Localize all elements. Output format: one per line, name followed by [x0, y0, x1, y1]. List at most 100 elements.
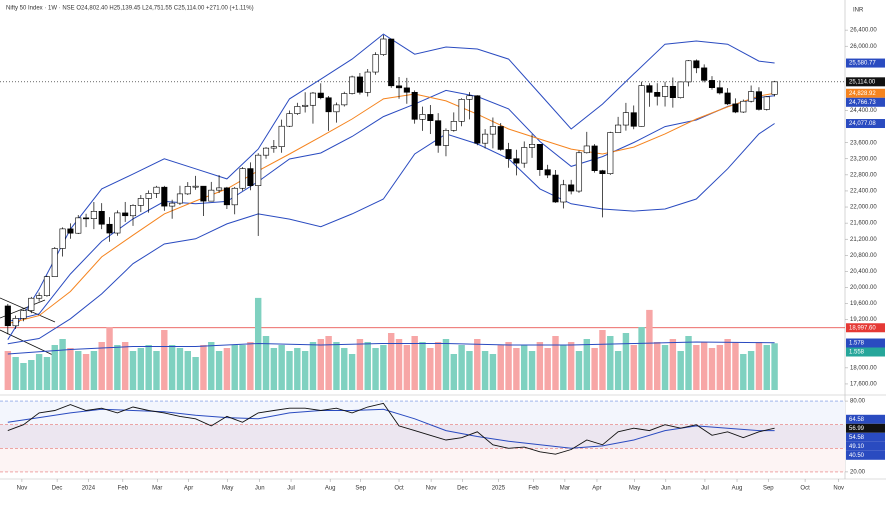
candle-body: [450, 121, 457, 131]
x-tick-label: Nov: [17, 486, 28, 492]
volume-bar: [434, 342, 442, 390]
candle-body: [239, 168, 246, 189]
value-box: 40.50: [846, 450, 885, 460]
currency: INR: [853, 8, 864, 14]
volume-bar: [341, 348, 348, 390]
volume-bar: [700, 342, 708, 390]
candle-body: [489, 126, 496, 135]
candle-body: [333, 104, 340, 113]
volume-bar: [442, 339, 450, 390]
candle-body: [83, 217, 90, 220]
candle-body: [106, 223, 113, 234]
candle-body: [36, 295, 43, 299]
y-tick-label: 20,000.00: [850, 285, 877, 291]
candle-body: [755, 91, 762, 110]
rsi-tick-label: 80.00: [850, 399, 866, 405]
candle-body: [286, 113, 293, 127]
volume-bar: [223, 348, 231, 390]
volume-bar: [200, 345, 207, 390]
value-box-bg: [846, 423, 885, 433]
value-box: 56.99: [846, 423, 885, 433]
volume-bar: [685, 336, 692, 390]
rsi-line: [7, 402, 775, 455]
volume-bar: [669, 339, 677, 390]
candle-body: [317, 92, 324, 99]
x-tick-label: Mar: [152, 486, 162, 492]
candle-body: [482, 133, 489, 144]
rsi-band: [0, 424, 845, 449]
x-tick-label: Jun: [661, 486, 671, 492]
volume-bar: [583, 339, 591, 390]
value-box-bg: [846, 347, 885, 357]
x-tick-label: Dec: [52, 486, 63, 492]
candle-body: [505, 149, 512, 159]
candle-body: [521, 147, 528, 164]
candle-body: [75, 217, 82, 234]
candle-body: [701, 67, 708, 81]
y-tick-label: 21,200.00: [850, 237, 877, 243]
volume-bar: [98, 342, 105, 390]
value-box: 24,766.73: [846, 97, 885, 107]
volume-bar: [239, 345, 246, 390]
value-box-bg: [846, 77, 885, 87]
y-tick-label: 22,000.00: [850, 205, 877, 211]
y-tick-label: 21,600.00: [850, 221, 877, 227]
y-tick-label: 24,400.00: [850, 108, 877, 114]
volume-bar: [168, 345, 176, 390]
volume-bar: [43, 357, 51, 390]
volume-bar: [403, 345, 411, 390]
candle-body: [255, 154, 262, 186]
volume-bar: [364, 342, 371, 390]
volume-bar: [90, 351, 98, 390]
candle-body: [403, 87, 410, 93]
volume-bar: [294, 348, 301, 390]
volume-bar: [552, 336, 559, 390]
volume-bar: [106, 327, 113, 390]
candle-body: [630, 112, 637, 127]
candle-body: [458, 99, 465, 122]
candle-body: [693, 60, 700, 69]
volume-bar: [661, 345, 669, 390]
candle-body: [114, 212, 121, 234]
x-tick-label: 2025: [492, 486, 506, 492]
volume-bar: [309, 342, 317, 390]
volume-bar: [114, 345, 121, 390]
candle-body: [708, 80, 716, 88]
candle-body: [59, 228, 66, 249]
value-box-bg: [846, 441, 885, 451]
candle-body: [51, 248, 58, 277]
band-line: [7, 89, 775, 323]
candle-body: [223, 187, 230, 206]
value-box: 49.10: [846, 441, 885, 451]
candle-body: [568, 184, 575, 192]
volume-bar: [325, 336, 332, 390]
y-tick-label: 18,000.00: [850, 365, 877, 371]
value-box: 54.58: [846, 432, 885, 442]
candle-body: [302, 104, 309, 107]
volume-bar: [75, 351, 82, 390]
volume-bar: [474, 339, 481, 390]
candle-body: [325, 97, 332, 113]
candle-body: [67, 228, 74, 234]
x-tick-label: May: [222, 486, 233, 492]
value-box: 25,580.77: [846, 58, 885, 68]
candle-body: [716, 87, 723, 94]
candle-body: [176, 193, 183, 204]
candle-body: [466, 95, 473, 100]
volume-bar: [208, 342, 215, 390]
volume-bar: [121, 342, 129, 390]
volume-bar: [458, 345, 465, 390]
plot-layer: 26,400.00 26,000.00 24,400.00 23,600.00 23,2…: [4, 28, 885, 492]
value-box: 25,114.00: [846, 77, 885, 87]
band-line: [7, 123, 775, 345]
volume-bar: [528, 351, 536, 390]
value-box-bg: [846, 414, 885, 424]
x-tick-label: Sep: [355, 486, 366, 492]
volume-bar: [427, 348, 434, 390]
x-tick-label: Jul: [701, 486, 709, 492]
volume-bar: [395, 339, 403, 390]
volume-bar: [481, 351, 489, 390]
candle-body: [544, 169, 551, 176]
value-box-bg: [846, 432, 885, 442]
candle-body: [184, 186, 191, 195]
